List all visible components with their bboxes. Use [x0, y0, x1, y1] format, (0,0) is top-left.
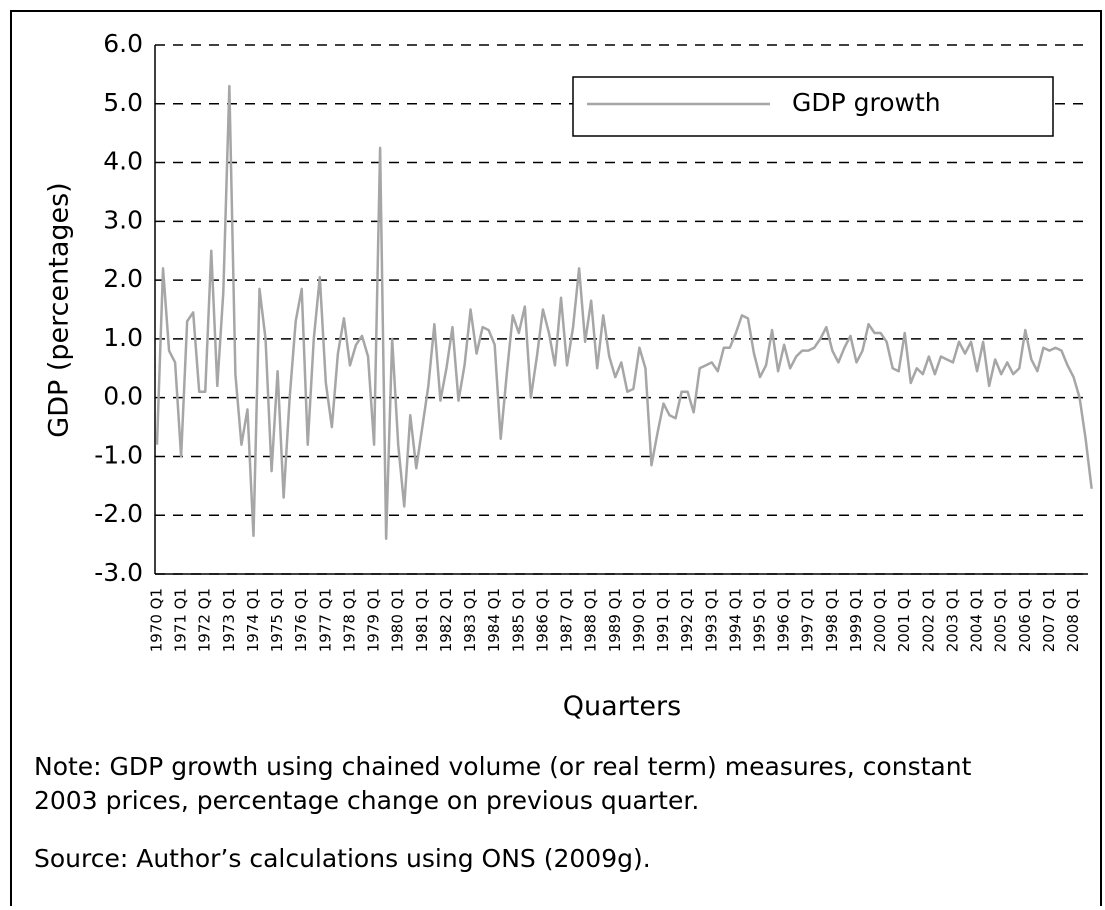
x-tick-label: 1978 Q1 — [340, 588, 358, 652]
x-tick-label: 1981 Q1 — [413, 588, 431, 652]
x-tick-label: 1990 Q1 — [630, 588, 648, 652]
x-tick-label: 1996 Q1 — [775, 588, 793, 652]
y-tick-label: 2.0 — [103, 264, 143, 293]
x-tick-label: 1983 Q1 — [461, 588, 479, 652]
x-tick-label: 1989 Q1 — [606, 588, 624, 652]
y-tick-label: 4.0 — [103, 147, 143, 176]
x-tick-label: 2004 Q1 — [968, 588, 986, 652]
x-tick-label: 2001 Q1 — [895, 588, 913, 652]
x-tick-label: 1994 Q1 — [726, 588, 744, 652]
x-tick-label: 1988 Q1 — [582, 588, 600, 652]
x-tick-label: 2008 Q1 — [1064, 588, 1082, 652]
note-line: Note: GDP growth using chained volume (o… — [34, 752, 972, 781]
x-tick-label: 1977 Q1 — [316, 588, 334, 652]
x-tick-label: 1974 Q1 — [244, 588, 262, 652]
x-tick-label: 1992 Q1 — [678, 588, 696, 652]
y-axis-label: GDP (percentages) — [44, 182, 75, 437]
x-axis-label: Quarters — [563, 691, 681, 722]
x-tick-label: 1970 Q1 — [148, 588, 166, 652]
y-tick-label: 5.0 — [103, 88, 143, 117]
x-tick-label: 1973 Q1 — [220, 588, 238, 652]
y-tick-label: 0.0 — [103, 382, 143, 411]
x-tick-label: 1984 Q1 — [485, 588, 503, 652]
x-tick-label: 1971 Q1 — [172, 588, 190, 652]
x-tick-label: 1979 Q1 — [365, 588, 383, 652]
x-tick-label: 1998 Q1 — [823, 588, 841, 652]
x-tick-label: 1993 Q1 — [702, 588, 720, 652]
y-tick-label: 1.0 — [103, 323, 143, 352]
y-tick-label: -2.0 — [94, 499, 143, 528]
x-tick-label: 2000 Q1 — [871, 588, 889, 652]
legend-label: GDP growth — [792, 88, 941, 117]
x-tick-label: 2005 Q1 — [992, 588, 1010, 652]
x-tick-label: 1991 Q1 — [654, 588, 672, 652]
x-tick-label: 1995 Q1 — [751, 588, 769, 652]
data-line — [155, 84, 1093, 540]
x-tick-label: 1972 Q1 — [196, 588, 214, 652]
x-tick-label: 2006 Q1 — [1016, 588, 1034, 652]
x-tick-label: 1985 Q1 — [509, 588, 527, 652]
x-tick-label: 1976 Q1 — [292, 588, 310, 652]
x-tick-label: 1999 Q1 — [847, 588, 865, 652]
x-tick-label: 1997 Q1 — [799, 588, 817, 652]
x-tick-label: 1986 Q1 — [533, 588, 551, 652]
x-tick-label: 2003 Q1 — [943, 588, 961, 652]
note-line: 2003 prices, percentage change on previo… — [34, 786, 699, 815]
y-tick-label: 3.0 — [103, 205, 143, 234]
y-tick-label: -3.0 — [94, 558, 143, 587]
x-tick-label: 1982 Q1 — [437, 588, 455, 652]
y-tick-label: 6.0 — [103, 29, 143, 58]
x-tick-label: 2007 Q1 — [1040, 588, 1058, 652]
x-tick-label: 2002 Q1 — [919, 588, 937, 652]
frame — [10, 10, 1102, 906]
x-tick-label: 1975 Q1 — [268, 588, 286, 652]
x-tick-label: 1980 Q1 — [389, 588, 407, 652]
x-tick-label: 1987 Q1 — [558, 588, 576, 652]
source: Source: Author’s calculations using ONS … — [34, 844, 651, 873]
legend-box — [572, 76, 1054, 137]
y-tick-label: -1.0 — [94, 440, 143, 469]
